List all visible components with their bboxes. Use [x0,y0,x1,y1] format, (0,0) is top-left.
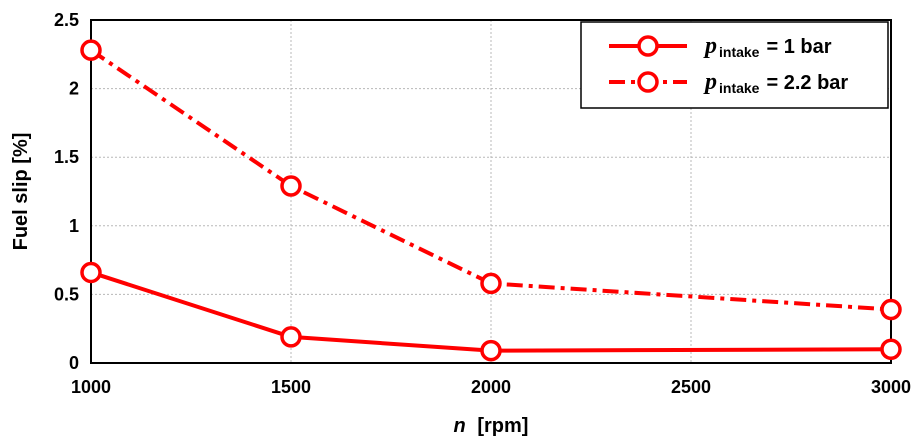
legend-label: p intake = 2.2 bar [703,69,848,96]
data-point [480,339,502,362]
data-point [80,261,102,284]
data-point [880,298,902,321]
data-point [480,272,502,295]
x-tick-label: 1500 [271,377,311,397]
y-tick-label: 2.5 [54,10,79,30]
x-axis-variable: n [454,415,466,437]
series-line [89,48,892,312]
legend-box [580,21,889,109]
y-tick-label: 1.5 [54,147,79,167]
y-tick-label: 0 [69,353,79,373]
y-tick-label: 0.5 [54,284,79,304]
x-tick-label: 2000 [471,377,511,397]
legend-subscript: intake [719,44,760,60]
x-tick-label: 2500 [671,377,711,397]
series-2 [80,39,902,321]
legend-marker [637,35,659,57]
legend-symbol: p [703,69,717,95]
legend-label: p intake = 1 bar [703,33,832,60]
legend-item: p intake = 1 bar [609,33,832,60]
plot-area [90,19,892,364]
series-1 [80,261,902,362]
series-line [90,270,892,353]
legend-value: = 2.2 bar [766,72,848,94]
legend-marker [637,71,659,93]
x-tick-label: 1000 [71,377,111,397]
legend-symbol: p [703,33,717,59]
x-tick-label: 3000 [871,377,911,397]
y-tick-label: 1 [69,216,79,236]
x-axis-label: n [rpm] [454,415,529,437]
data-point [280,326,302,348]
legend-value: = 1 bar [766,36,831,58]
series-layer [80,39,902,362]
legend-item: p intake = 2.2 bar [609,69,848,96]
y-axis-label: Fuel slip [%] [10,133,32,251]
data-point [880,338,902,361]
tick-labels: 1000 1500 2000 2500 3000 0 0.5 1 1.5 2 2.5 [54,10,911,397]
x-axis-unit: [rpm] [477,415,528,437]
data-point [280,175,302,197]
data-point [80,39,102,61]
legend-subscript: intake [719,80,760,96]
y-tick-label: 2 [69,79,79,99]
